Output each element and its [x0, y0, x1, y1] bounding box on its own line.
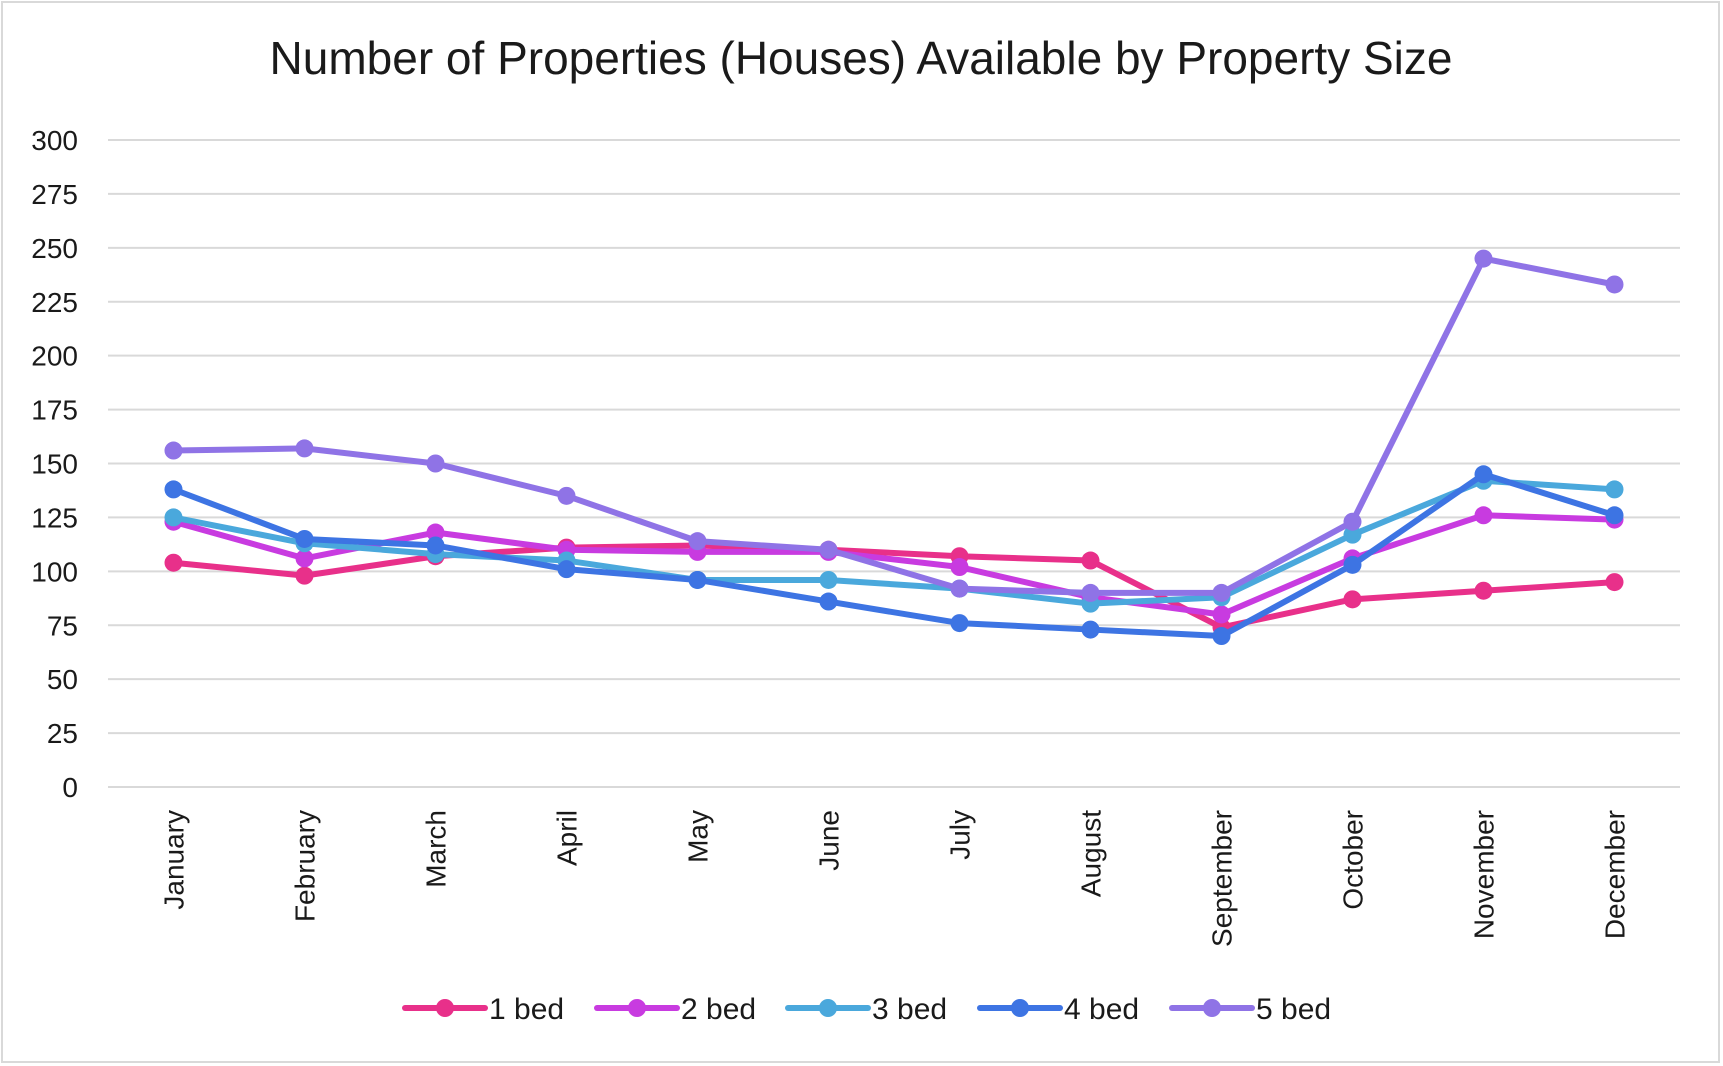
x-tick-label: August	[1076, 810, 1107, 897]
legend-swatch-marker	[436, 999, 454, 1017]
data-point	[164, 480, 183, 499]
y-axis-tick-labels: 0 25 50 75 100 125 150 175 200 225 250 275 300	[31, 125, 78, 803]
x-tick-label: September	[1207, 810, 1238, 947]
data-point	[819, 540, 838, 559]
legend-item: 1 bed	[402, 993, 564, 1026]
legend-swatch-marker	[1203, 999, 1221, 1017]
y-tick-label: 50	[47, 664, 78, 695]
data-point	[950, 558, 969, 577]
data-point	[1081, 583, 1100, 602]
data-point	[819, 570, 838, 589]
data-point	[1343, 512, 1362, 531]
y-tick-label: 250	[31, 233, 78, 264]
legend-label: 5 bed	[1256, 993, 1331, 1026]
legend-swatch-marker	[628, 999, 646, 1017]
x-tick-label: October	[1338, 810, 1369, 910]
y-tick-label: 300	[31, 125, 78, 156]
data-point	[1343, 590, 1362, 609]
data-point	[164, 508, 183, 527]
data-point	[164, 553, 183, 572]
y-tick-label: 25	[47, 718, 78, 749]
data-point	[1474, 581, 1493, 600]
data-point	[1605, 506, 1624, 525]
legend-item: 3 bed	[785, 993, 947, 1026]
data-point	[1343, 525, 1362, 544]
data-point	[1605, 480, 1624, 499]
y-tick-label: 0	[62, 772, 78, 803]
y-tick-label: 275	[31, 179, 78, 210]
data-point	[1343, 555, 1362, 574]
data-point	[1474, 506, 1493, 525]
x-tick-label: February	[290, 810, 321, 922]
series-4	[164, 465, 1624, 646]
y-tick-label: 175	[31, 395, 78, 426]
data-point	[1081, 620, 1100, 639]
series-5	[164, 249, 1624, 602]
legend-item: 2 bed	[594, 993, 756, 1026]
data-point	[1605, 275, 1624, 294]
data-point	[1474, 465, 1493, 484]
data-point	[295, 566, 314, 585]
legend-label: 3 bed	[872, 993, 947, 1026]
data-point	[426, 523, 445, 542]
y-tick-label: 100	[31, 556, 78, 587]
data-point	[1605, 573, 1624, 592]
legend-swatch-marker	[1011, 999, 1029, 1017]
legend: 1 bed 2 bed 3 bed 4 bed 5 bed	[402, 993, 1331, 1026]
data-point	[426, 536, 445, 555]
chart-title: Number of Properties (Houses) Available …	[270, 32, 1453, 84]
data-point	[1212, 605, 1231, 624]
data-point	[164, 441, 183, 460]
y-tick-label: 75	[47, 610, 78, 641]
x-tick-label: December	[1600, 810, 1631, 939]
series-line	[170, 471, 1618, 640]
legend-label: 2 bed	[681, 993, 756, 1026]
legend-label: 4 bed	[1064, 993, 1139, 1026]
series-line	[170, 542, 1618, 631]
data-point	[1212, 627, 1231, 646]
data-point	[819, 592, 838, 611]
y-tick-label: 200	[31, 341, 78, 372]
data-point	[688, 532, 707, 551]
data-point	[1081, 551, 1100, 570]
data-point	[426, 454, 445, 473]
data-point	[295, 439, 314, 458]
data-point	[950, 614, 969, 633]
data-point	[1474, 249, 1493, 268]
x-tick-label: November	[1469, 810, 1500, 939]
legend-label: 1 bed	[489, 993, 564, 1026]
data-point	[295, 549, 314, 568]
x-tick-label: March	[421, 810, 452, 888]
y-tick-label: 150	[31, 449, 78, 480]
data-point	[295, 529, 314, 548]
x-tick-label: June	[814, 810, 845, 871]
legend-item: 4 bed	[977, 993, 1139, 1026]
data-point	[557, 560, 576, 579]
x-axis-tick-labels: January February March April May June July Augu…	[159, 810, 1631, 947]
series-line	[170, 477, 1618, 607]
series-line	[170, 255, 1618, 596]
x-tick-label: April	[552, 810, 583, 866]
data-point	[557, 486, 576, 505]
series-lines	[164, 249, 1624, 646]
x-tick-label: July	[945, 810, 976, 860]
legend-swatch-marker	[819, 999, 837, 1017]
data-point	[950, 579, 969, 598]
y-tick-label: 225	[31, 287, 78, 318]
x-tick-label: January	[159, 810, 190, 910]
data-point	[1212, 583, 1231, 602]
x-tick-label: May	[683, 810, 714, 863]
data-point	[688, 570, 707, 589]
gridlines	[108, 139, 1680, 788]
y-tick-label: 125	[31, 502, 78, 533]
legend-item: 5 bed	[1169, 993, 1331, 1026]
